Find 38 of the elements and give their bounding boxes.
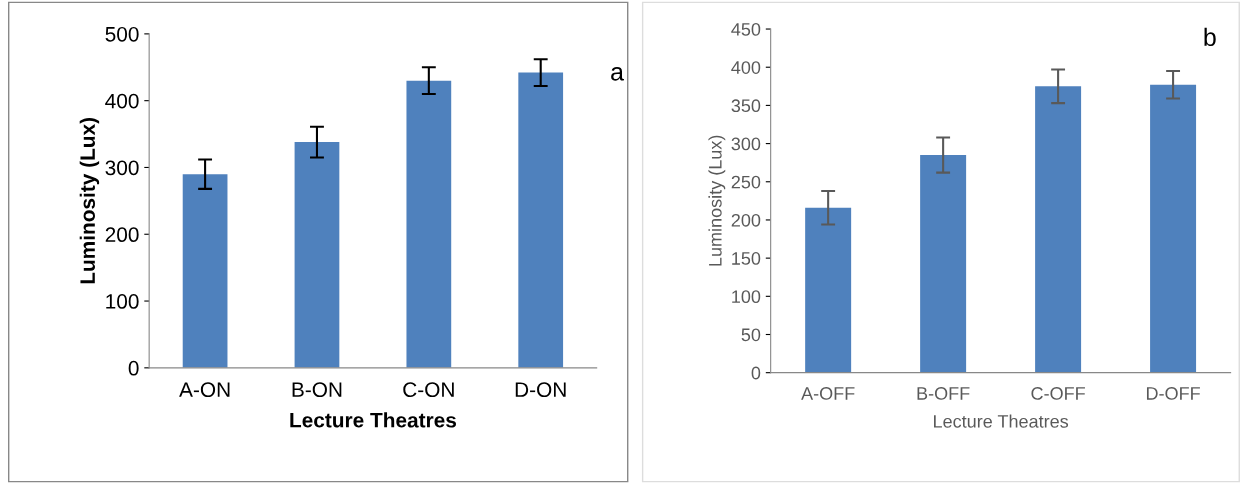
x-tick-label: C-OFF [1031,387,1085,400]
bar [518,72,564,368]
y-tick-label: 400 [105,93,139,109]
bar [1035,86,1082,373]
y-tick-label: 200 [105,227,139,243]
y-tick-label: 450 [731,22,761,36]
x-tick-label: B-OFF [917,387,970,400]
x-tick-label: D-OFF [1146,387,1200,400]
y-axis-title: Luminosity (Lux) [79,117,100,284]
x-axis-title: Lecture Theatres [934,414,1069,428]
y-tick-label: 300 [731,137,761,151]
bar [920,155,967,373]
y-tick-label: 100 [106,294,139,309]
y-tick-label: 200 [731,213,761,227]
y-tick-label: 0 [751,366,761,380]
y-tick-label: 0 [128,360,139,376]
x-tick-label: A-ON [179,382,230,398]
bar [1150,84,1197,373]
text: a [611,66,624,81]
y-tick-label: 350 [731,99,761,113]
y-tick-label: 300 [105,160,139,176]
y-tick-label: 100 [732,290,761,304]
y-tick-label: 400 [731,61,761,74]
bar [182,174,228,368]
bar [294,142,340,368]
y-tick-label: 500 [105,26,139,42]
x-tick-label: B-ON [292,382,342,398]
annotation: b [1204,27,1216,47]
bar [406,80,452,368]
y-axis-title: Luminosity (Lux) [708,135,726,266]
x-tick-label: C-ON [403,382,454,398]
x-axis-title: Lecture Theatres [290,412,456,428]
y-tick-label: 150 [732,252,761,265]
y-tick-label: 50 [741,328,761,342]
x-tick-label: A-OFF [801,387,855,400]
bar [805,207,852,373]
x-tick-label: D-ON [515,382,566,398]
y-tick-label: 250 [731,175,761,189]
